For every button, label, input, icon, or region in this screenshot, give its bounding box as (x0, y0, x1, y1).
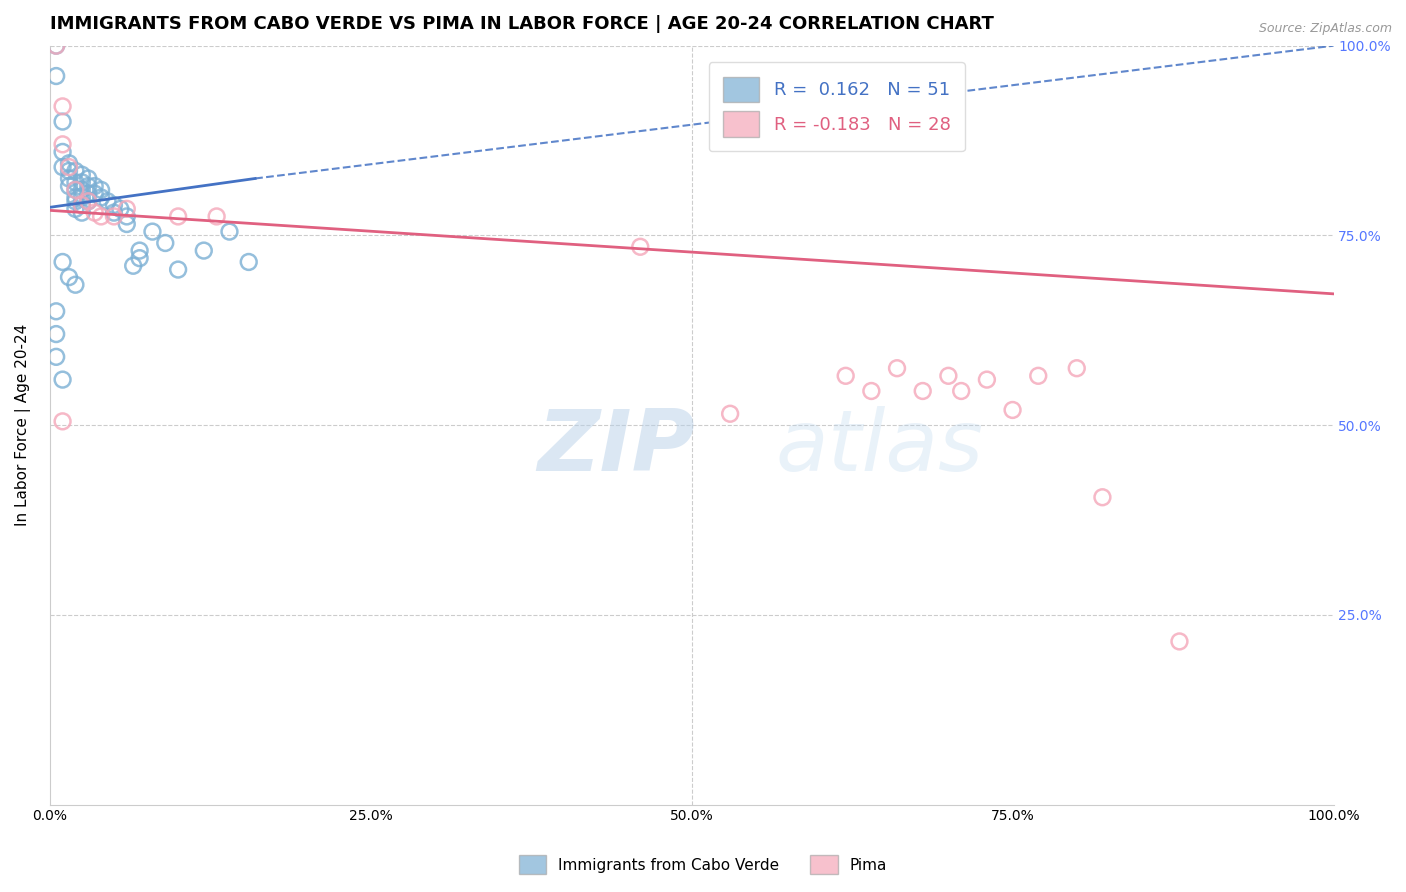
Point (58, 171, 80, 186)
Legend: Immigrants from Cabo Verde, Pima: Immigrants from Cabo Verde, Pima (513, 849, 893, 880)
Y-axis label: In Labor Force | Age 20-24: In Labor Force | Age 20-24 (15, 324, 31, 526)
Point (115, 210, 138, 224)
Legend: R =  0.162   N = 51, R = -0.183   N = 28: R = 0.162 N = 51, R = -0.183 N = 28 (709, 62, 965, 152)
Text: IMMIGRANTS FROM CABO VERDE VS PIMA IN LABOR FORCE | AGE 20-24 CORRELATION CHART: IMMIGRANTS FROM CABO VERDE VS PIMA IN LA… (49, 15, 994, 33)
Point (52, 373, 75, 387)
Point (1066, 361, 1088, 376)
Point (103, 205, 125, 219)
Point (65, 202, 87, 216)
Point (83, 179, 105, 194)
Point (911, 384, 934, 398)
Point (167, 262, 190, 277)
Point (141, 225, 163, 239)
Point (718, 407, 741, 421)
Point (122, 259, 145, 273)
Point (110, 202, 132, 216)
Point (83, 205, 105, 219)
Point (58, 164, 80, 178)
Point (96, 194, 118, 209)
Point (58, 179, 80, 194)
Point (77, 194, 100, 209)
Point (65, 277, 87, 292)
Point (58, 270, 80, 285)
Point (950, 384, 973, 398)
Point (70, 190, 93, 204)
Point (834, 368, 856, 383)
Point (886, 361, 908, 376)
Point (90, 210, 112, 224)
Point (52, 414, 75, 428)
Point (58, 156, 80, 170)
Point (77, 194, 100, 209)
Point (860, 384, 883, 398)
Point (167, 210, 190, 224)
Point (1026, 368, 1049, 383)
Point (70, 198, 93, 212)
Point (58, 160, 80, 174)
Point (115, 217, 138, 231)
Point (238, 255, 260, 269)
Text: ZIP: ZIP (537, 407, 695, 490)
Point (155, 235, 177, 250)
Point (65, 194, 87, 209)
Point (938, 368, 960, 383)
Point (77, 179, 100, 194)
Point (115, 202, 138, 216)
Point (65, 190, 87, 204)
Point (70, 175, 93, 189)
Point (103, 198, 125, 212)
Point (103, 210, 125, 224)
Point (52, 137, 75, 152)
Point (90, 190, 112, 204)
Point (976, 373, 998, 387)
Point (628, 240, 651, 254)
Point (77, 171, 100, 186)
Point (70, 183, 93, 197)
Point (52, 99, 75, 113)
Point (128, 251, 150, 265)
Point (1168, 634, 1191, 648)
Point (128, 244, 150, 258)
Point (52, 255, 75, 269)
Point (1001, 403, 1024, 417)
Point (45, 350, 67, 364)
Point (193, 244, 215, 258)
Point (83, 186, 105, 201)
Text: atlas: atlas (775, 407, 983, 490)
Point (65, 175, 87, 189)
Text: Source: ZipAtlas.com: Source: ZipAtlas.com (1258, 22, 1392, 36)
Point (45, 38, 67, 53)
Point (65, 183, 87, 197)
Point (70, 198, 93, 212)
Point (65, 164, 87, 178)
Point (45, 38, 67, 53)
Point (1091, 490, 1114, 504)
Point (70, 205, 93, 219)
Point (65, 183, 87, 197)
Point (45, 304, 67, 318)
Point (45, 327, 67, 342)
Point (205, 210, 228, 224)
Point (52, 114, 75, 128)
Point (77, 186, 100, 201)
Point (52, 145, 75, 159)
Point (52, 160, 75, 174)
Point (90, 183, 112, 197)
Point (45, 69, 67, 83)
Point (218, 225, 240, 239)
Point (70, 168, 93, 182)
